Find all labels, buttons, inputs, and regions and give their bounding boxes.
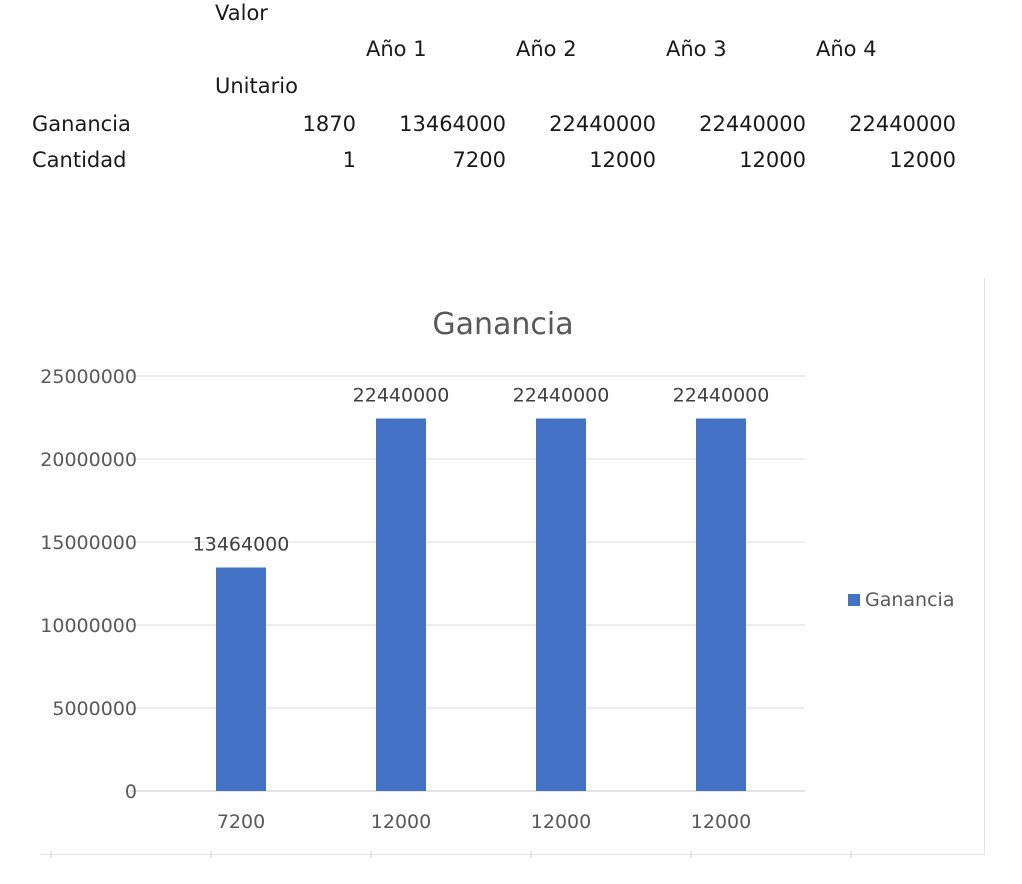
header-unitario[interactable]: Unitario [215, 74, 298, 98]
y-tick-label: 10000000 [40, 615, 137, 637]
chart-y-tick-labels: 0 5000000 10000000 15000000 20000000 25000000 [40, 366, 137, 803]
legend-label-ganancia: Ganancia [865, 589, 954, 611]
data-label: 22440000 [673, 384, 770, 406]
x-tick-label: 7200 [217, 811, 265, 833]
chart-title: Ganancia [432, 307, 573, 342]
x-tick-label: 12000 [531, 811, 591, 833]
sheet-column-line [984, 278, 985, 854]
row-label-ganancia[interactable]: Ganancia [32, 112, 131, 136]
chart-x-tick-labels: 7200 12000 12000 12000 [217, 811, 751, 833]
data-table: Valor Unitario Año 1 Año 2 Año 3 Año 4 G… [0, 0, 1022, 200]
header-year-3[interactable]: Año 3 [666, 37, 727, 61]
cantidad-year-4[interactable]: 12000 [889, 148, 956, 172]
header-year-4[interactable]: Año 4 [816, 37, 877, 61]
cantidad-year-1[interactable]: 7200 [452, 148, 506, 172]
chart-legend[interactable]: Ganancia [848, 589, 954, 611]
bar[interactable] [696, 418, 746, 791]
x-tick-label: 12000 [371, 811, 431, 833]
header-year-1[interactable]: Año 1 [366, 37, 427, 61]
bar[interactable] [376, 418, 426, 791]
chart-bars [216, 418, 746, 791]
legend-swatch-ganancia [848, 594, 860, 606]
data-label: 22440000 [353, 384, 450, 406]
x-tick-label: 12000 [691, 811, 751, 833]
chart-data-labels: 13464000 22440000 22440000 22440000 [193, 384, 770, 555]
y-tick-label: 15000000 [40, 532, 137, 554]
header-year-2[interactable]: Año 2 [516, 37, 577, 61]
chart-x-tick-marks [50, 851, 852, 858]
y-tick-label: 0 [125, 781, 137, 803]
y-tick-label: 5000000 [52, 698, 137, 720]
bar[interactable] [536, 418, 586, 791]
y-tick-label: 25000000 [40, 366, 137, 388]
cantidad-year-3[interactable]: 12000 [739, 148, 806, 172]
ganancia-unit-value[interactable]: 1870 [302, 112, 356, 136]
ganancia-year-2[interactable]: 22440000 [549, 112, 656, 136]
ganancia-year-1[interactable]: 13464000 [399, 112, 506, 136]
cantidad-unit-value[interactable]: 1 [342, 148, 356, 172]
ganancia-year-3[interactable]: 22440000 [699, 112, 806, 136]
row-label-cantidad[interactable]: Cantidad [32, 148, 127, 172]
bar[interactable] [216, 567, 266, 791]
cantidad-year-2[interactable]: 12000 [589, 148, 656, 172]
header-valor[interactable]: Valor [215, 1, 268, 25]
ganancia-year-4[interactable]: 22440000 [849, 112, 956, 136]
data-label: 22440000 [513, 384, 610, 406]
data-label: 13464000 [193, 533, 290, 555]
sheet-row-line [40, 854, 985, 855]
y-tick-label: 20000000 [40, 449, 137, 471]
